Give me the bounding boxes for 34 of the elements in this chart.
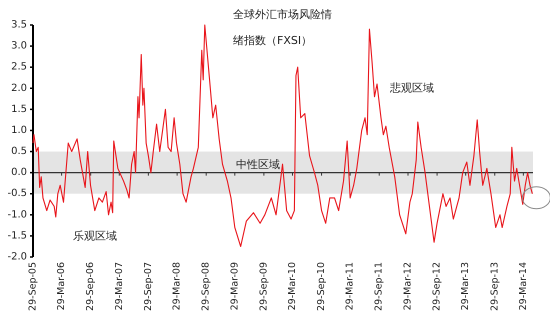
x-tick-label: 29-Sep-13 [489, 262, 500, 311]
y-tick-label: 3.5 [11, 20, 27, 30]
annotation: 乐观区域 [73, 230, 117, 242]
y-tick-label: 2.5 [11, 62, 27, 73]
y-tick-label: -1.0 [7, 209, 27, 220]
x-tick-label: 29-Mar-10 [286, 262, 298, 310]
y-tick-label: 3.0 [11, 40, 27, 52]
x-tick-label: 29-Sep-05 [28, 262, 38, 311]
annotation: 悲观区域 [389, 82, 434, 94]
y-tick-label: 1.5 [11, 104, 27, 115]
x-tick-label: 29-Sep-09 [258, 262, 270, 311]
x-tick-label: 29-Mar-12 [402, 262, 414, 310]
x-tick-label: 29-Mar-11 [344, 262, 356, 310]
y-tick-label: -0.5 [7, 188, 27, 200]
x-tick-label: 29-Mar-13 [460, 262, 472, 310]
x-tick-label: 29-Sep-08 [200, 262, 212, 311]
x-tick-label: 29-Mar-08 [172, 262, 183, 310]
y-tick-label: 0.0 [11, 167, 27, 178]
y-tick-label: 1.0 [11, 124, 27, 136]
chart-title: 全球外汇市场风险情绪指数（FXSI） [233, 8, 332, 47]
x-tick-label: 29-Sep-12 [432, 262, 443, 311]
band-label: 中性区域 [236, 158, 280, 172]
x-tick-label: 29-Sep-06 [85, 262, 96, 311]
y-tick-label: -1.5 [7, 230, 27, 242]
y-tick-label: 2.0 [11, 82, 27, 94]
x-tick-label: 29-Sep-07 [142, 262, 154, 311]
x-tick-label: 29-Mar-07 [114, 262, 125, 310]
x-tick-label: 29-Mar-14 [518, 262, 529, 310]
x-tick-label: 29-Sep-10 [316, 262, 328, 311]
x-tick-label: 29-Mar-06 [56, 262, 68, 310]
x-tick-label: 29-Mar-09 [229, 262, 240, 310]
y-tick-label: -2.0 [7, 252, 27, 262]
y-tick-label: 0.5 [11, 146, 27, 158]
x-tick-label: 29-Sep-11 [374, 262, 385, 311]
